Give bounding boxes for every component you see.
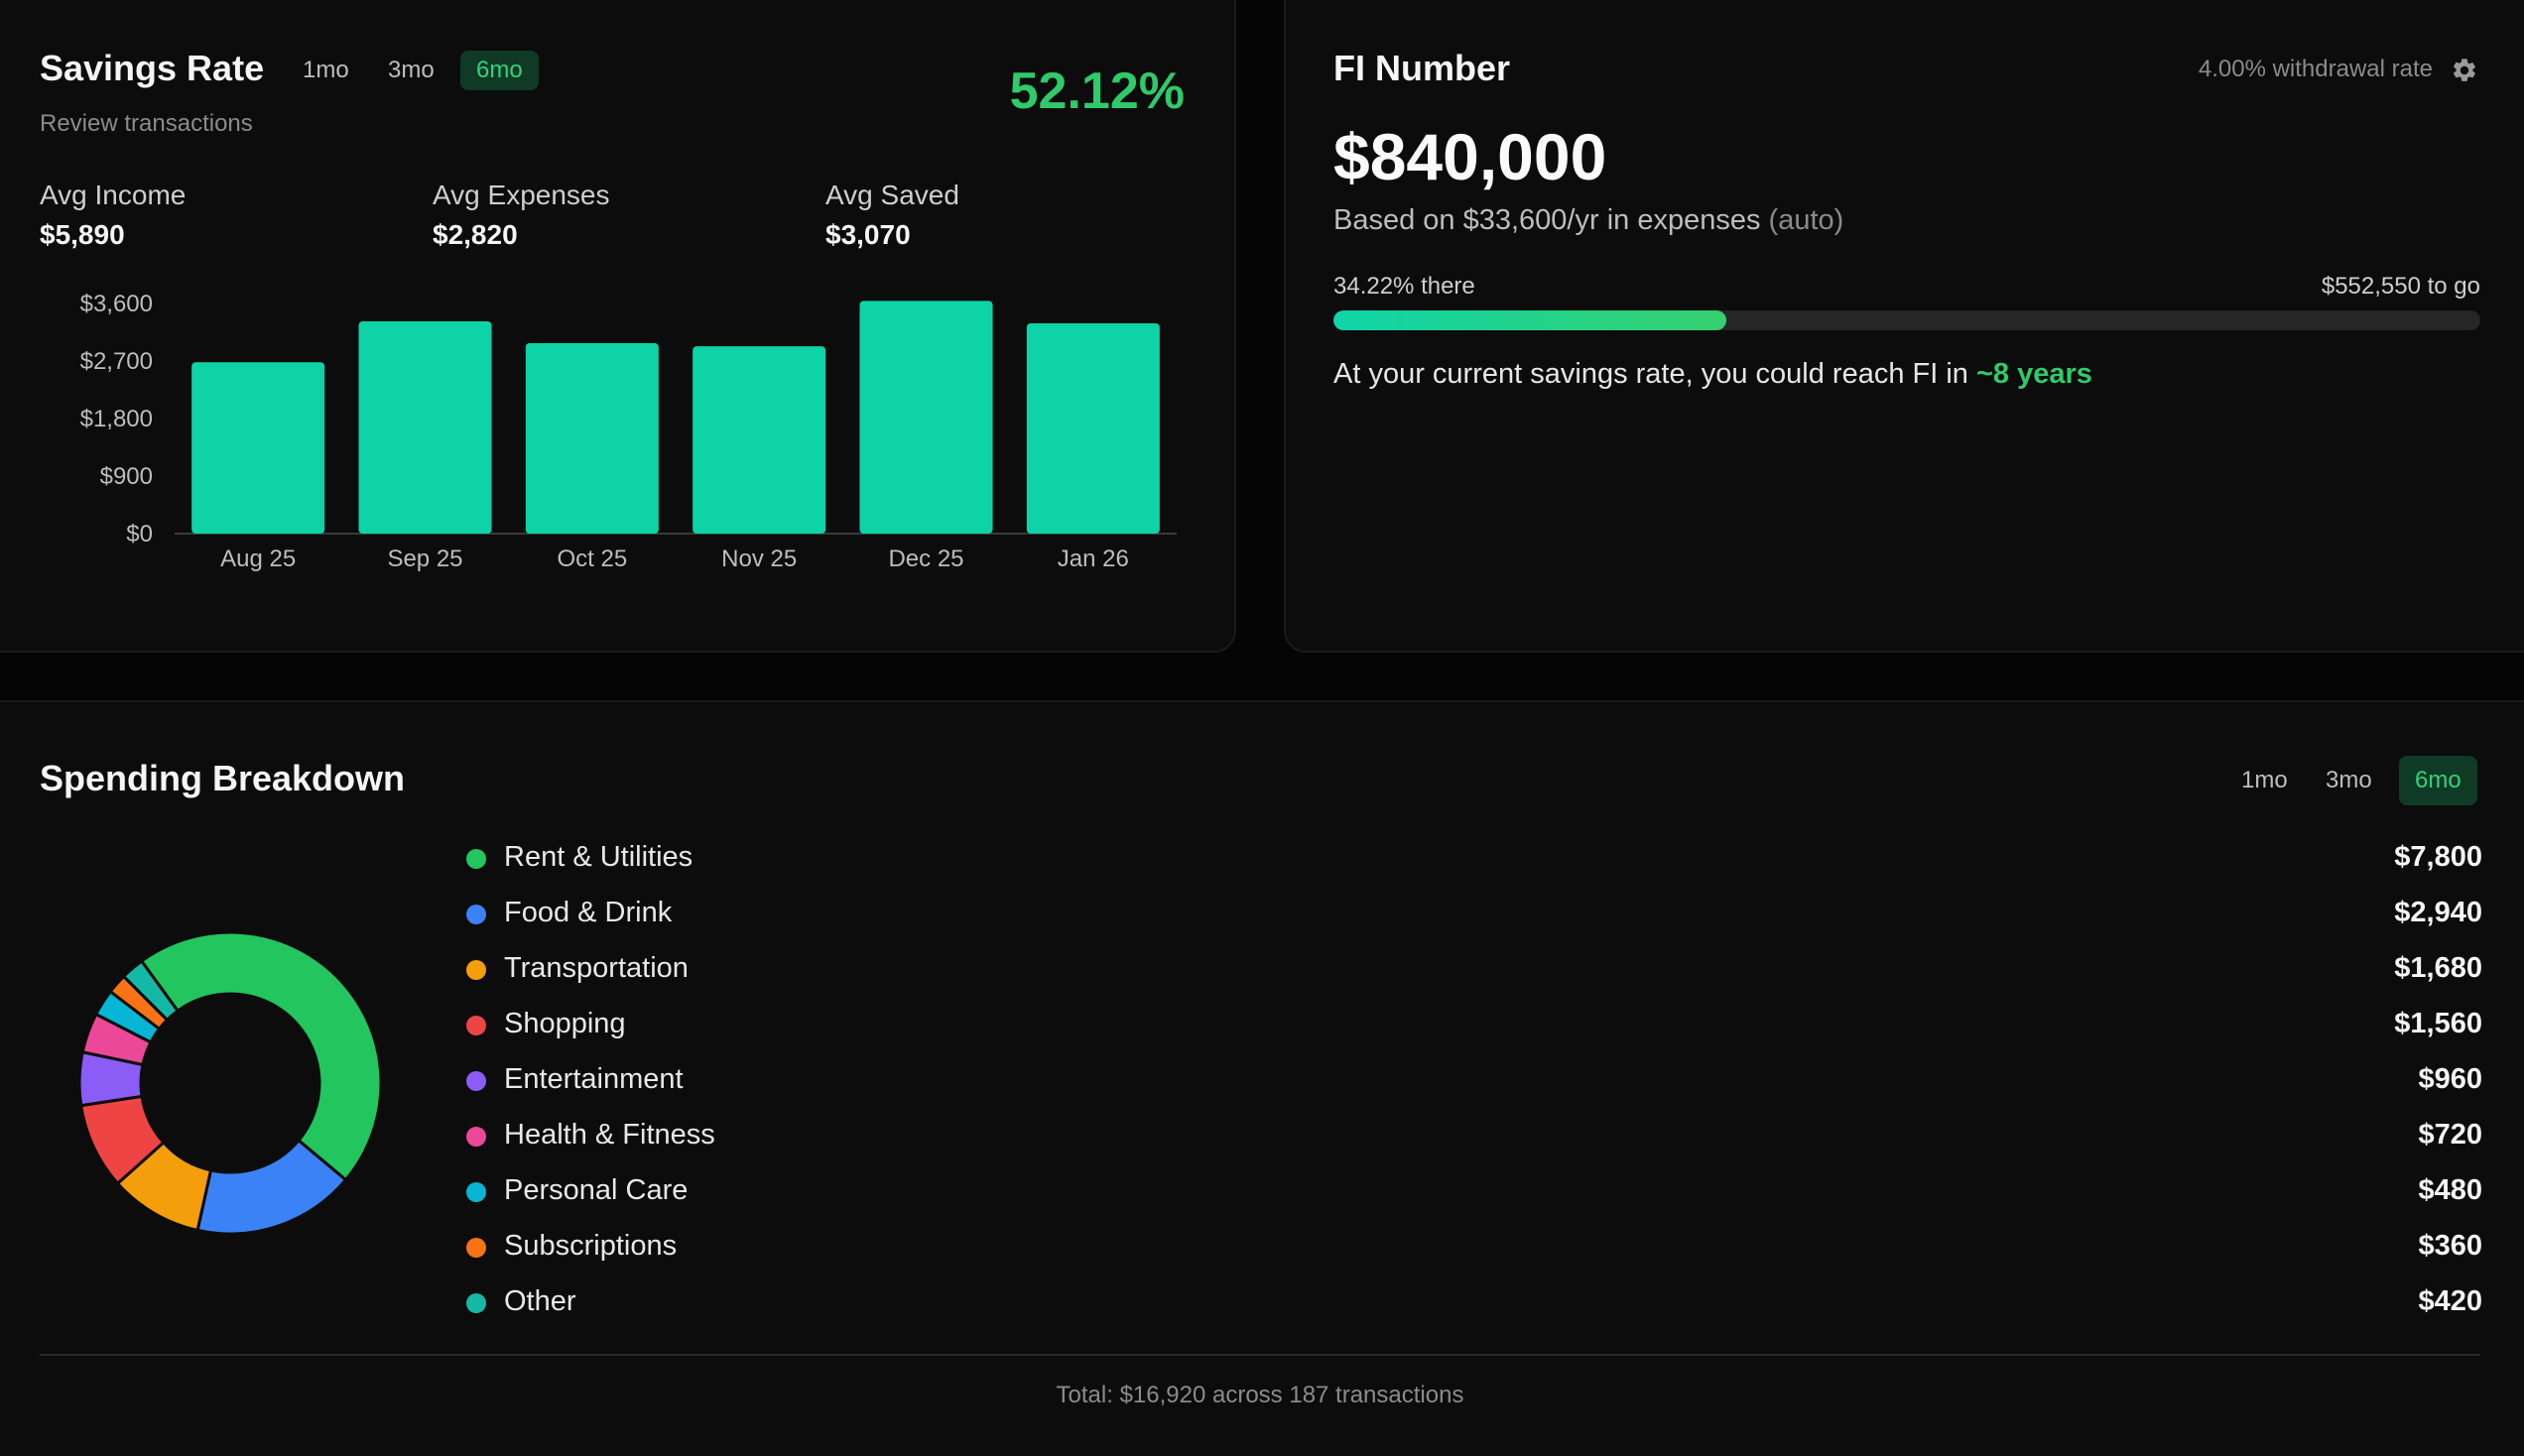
x-tick-label: Aug 25: [220, 546, 296, 572]
x-tick-label: Jan 26: [1058, 546, 1129, 572]
x-tick-label: Nov 25: [721, 546, 797, 572]
bar[interactable]: [693, 346, 826, 534]
savings-period-1mo[interactable]: 1mo: [303, 57, 349, 83]
legend-label: Health & Fitness: [504, 1119, 715, 1151]
x-tick-label: Dec 25: [888, 546, 963, 572]
fi-amount: $840,000: [1333, 120, 1607, 193]
bar[interactable]: [191, 362, 325, 534]
legend-item[interactable]: Food & Drink $2,940: [466, 895, 2482, 934]
fi-basis-note: (auto): [1768, 204, 1844, 236]
legend-item[interactable]: Other $420: [466, 1283, 2482, 1323]
legend-label: Subscriptions: [504, 1230, 678, 1262]
savings-period-6mo[interactable]: 6mo: [460, 51, 539, 90]
legend-label: Entertainment: [504, 1063, 684, 1095]
avg-saved-label: Avg Saved: [825, 180, 959, 210]
bar[interactable]: [859, 301, 993, 534]
bar[interactable]: [358, 321, 492, 534]
legend-value: $720: [2418, 1119, 2482, 1151]
y-tick-label: $900: [100, 463, 153, 490]
spending-breakdown-card: [0, 700, 2524, 1456]
legend-value: $2,940: [2394, 897, 2482, 928]
avg-saved-value: $3,070: [825, 219, 911, 250]
y-tick-label: $3,600: [80, 291, 153, 317]
legend-item[interactable]: Subscriptions $360: [466, 1228, 2482, 1268]
legend-label: Rent & Utilities: [504, 841, 694, 873]
fi-basis: Based on $33,600/yr in expenses (auto): [1333, 204, 1843, 237]
legend-item[interactable]: Transportation $1,680: [466, 950, 2482, 990]
legend-value: $1,560: [2394, 1008, 2482, 1039]
savings-rate-value: 52.12%: [1009, 62, 1185, 120]
fi-progress-bar: [1333, 310, 2480, 330]
fi-number-title: FI Number: [1333, 48, 1511, 88]
spending-total: Total: $16,920 across 187 transactions: [1056, 1382, 1464, 1408]
savings-bar-chart: $0 $900 $1,800 $2,700 $3,600 Aug 25 Sep 25 Oct …: [80, 291, 1177, 572]
donut-slice[interactable]: [139, 930, 383, 1182]
legend-label: Shopping: [504, 1008, 626, 1039]
bar[interactable]: [525, 342, 659, 534]
y-tick-label: $0: [126, 521, 153, 547]
avg-income-label: Avg Income: [40, 180, 187, 210]
legend-value: $480: [2418, 1174, 2482, 1206]
avg-income-value: $5,890: [40, 219, 125, 250]
legend-label: Food & Drink: [504, 897, 673, 928]
donut-slice[interactable]: [121, 958, 181, 1023]
savings-rate-title: Savings Rate: [40, 48, 265, 88]
spending-period-1mo[interactable]: 1mo: [2241, 767, 2288, 793]
fi-progress-fill: [1333, 310, 1726, 330]
avg-expenses-label: Avg Expenses: [433, 180, 610, 210]
fi-basis-text: Based on $33,600/yr in expenses: [1333, 204, 1761, 236]
legend-item[interactable]: Shopping $1,560: [466, 1006, 2482, 1045]
legend-label: Transportation: [504, 952, 689, 984]
legend-color-dot: [466, 905, 486, 924]
gear-icon[interactable]: [2451, 57, 2478, 84]
fi-remaining-label: $552,550 to go: [2321, 273, 2480, 300]
fi-projection: At your current savings rate, you could …: [1333, 358, 2092, 391]
divider: [40, 1354, 2480, 1356]
legend-color-dot: [466, 1127, 486, 1147]
x-tick-label: Oct 25: [557, 546, 627, 572]
legend-color-dot: [466, 849, 486, 869]
legend-item[interactable]: Rent & Utilities $7,800: [466, 839, 2482, 879]
y-tick-label: $2,700: [80, 348, 153, 375]
review-transactions-link[interactable]: Review transactions: [40, 110, 253, 137]
legend-color-dot: [466, 1238, 486, 1258]
legend-color-dot: [466, 1071, 486, 1091]
fi-progress-label: 34.22% there: [1333, 273, 1475, 300]
fi-projection-text: At your current savings rate, you could …: [1333, 358, 1968, 390]
legend-value: $360: [2418, 1230, 2482, 1262]
legend-color-dot: [466, 960, 486, 980]
bar[interactable]: [1026, 322, 1160, 534]
legend-value: $7,800: [2394, 841, 2482, 873]
legend-color-dot: [466, 1016, 486, 1035]
withdrawal-rate-label: 4.00% withdrawal rate: [2198, 56, 2433, 82]
spending-donut-chart: [77, 930, 383, 1236]
spending-breakdown-title: Spending Breakdown: [40, 758, 406, 798]
legend-item[interactable]: Personal Care $480: [466, 1172, 2482, 1212]
y-tick-label: $1,800: [80, 406, 153, 432]
legend-value: $1,680: [2394, 952, 2482, 984]
legend-label: Other: [504, 1285, 576, 1317]
spending-period-3mo[interactable]: 3mo: [2326, 767, 2372, 793]
legend-color-dot: [466, 1293, 486, 1313]
legend-label: Personal Care: [504, 1174, 689, 1206]
savings-period-3mo[interactable]: 3mo: [388, 57, 435, 83]
legend-item[interactable]: Entertainment $960: [466, 1061, 2482, 1101]
x-tick-label: Sep 25: [387, 546, 462, 572]
spending-period-6mo[interactable]: 6mo: [2399, 756, 2477, 805]
avg-expenses-value: $2,820: [433, 219, 518, 250]
legend-value: $420: [2418, 1285, 2482, 1317]
fi-projection-years: ~8 years: [1975, 358, 2092, 390]
legend-value: $960: [2418, 1063, 2482, 1095]
legend-item[interactable]: Health & Fitness $720: [466, 1117, 2482, 1156]
legend-color-dot: [466, 1182, 486, 1202]
